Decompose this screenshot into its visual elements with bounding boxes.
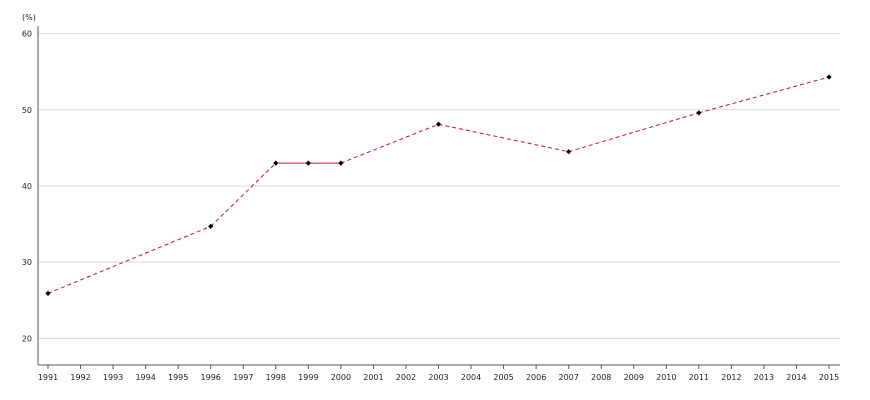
x-tick-label-1991: 1991 [38, 373, 58, 382]
x-tick-label-2011: 2011 [689, 373, 709, 382]
series-segment-2007-2011 [568, 112, 699, 153]
data-point-1998 [273, 160, 279, 166]
x-tick-label-1997: 1997 [233, 373, 253, 382]
x-tick-label-2007: 2007 [558, 373, 578, 382]
y-tick-label-60: 60 [22, 30, 32, 39]
series-segment-1996-1998 [210, 162, 277, 227]
x-tick-label-2006: 2006 [526, 373, 546, 382]
x-tick-label-2008: 2008 [591, 373, 611, 382]
y-axis-ticks: 20 30 40 50 60 [22, 30, 32, 344]
x-tick-label-1994: 1994 [135, 373, 155, 382]
y-tick-label-20: 20 [22, 334, 32, 343]
series-segment-2011-2015 [698, 76, 830, 114]
x-tick-label-2000: 2000 [331, 373, 351, 382]
data-point-2003 [435, 121, 442, 127]
x-tick-label-2015: 2015 [819, 373, 839, 382]
data-point-2011 [696, 110, 702, 116]
x-tick-label-1992: 1992 [70, 373, 90, 382]
y-tick-label-50: 50 [22, 106, 32, 115]
series-segment-1991-1996 [47, 225, 211, 294]
series-segment-2000-2003 [340, 123, 439, 164]
x-tick-label-1996: 1996 [201, 373, 221, 382]
data-point-2015 [826, 74, 832, 80]
gridlines [38, 33, 840, 339]
data-point-1999 [305, 160, 311, 166]
data-point-2000 [338, 160, 344, 166]
y-tick-label-40: 40 [22, 182, 32, 191]
x-tick-label-2013: 2013 [754, 373, 774, 382]
x-axis-ticks: 1991 1992 1993 1994 1995 1996 1997 1998 1999 2000… [38, 365, 839, 382]
x-tick-label-2010: 2010 [656, 373, 676, 382]
x-tick-label-2002: 2002 [396, 373, 416, 382]
x-tick-label-1993: 1993 [103, 373, 123, 382]
y-tick-label-30: 30 [22, 258, 32, 267]
x-tick-label-1999: 1999 [298, 373, 318, 382]
data-point-1991 [45, 290, 51, 296]
x-tick-label-2005: 2005 [493, 373, 513, 382]
data-point-1996 [208, 223, 214, 229]
series-segment-2003-2007 [438, 123, 569, 153]
x-tick-label-1995: 1995 [168, 373, 188, 382]
x-tick-label-2014: 2014 [786, 373, 806, 382]
series [45, 74, 832, 296]
x-tick-label-2001: 2001 [363, 373, 383, 382]
y-axis-unit-label: (%) [22, 13, 36, 22]
x-tick-label-2012: 2012 [721, 373, 741, 382]
x-tick-label-2004: 2004 [461, 373, 481, 382]
axes [37, 26, 840, 366]
x-tick-label-2003: 2003 [428, 373, 448, 382]
x-tick-label-1998: 1998 [266, 373, 286, 382]
data-point-2007 [566, 149, 572, 155]
x-tick-label-2009: 2009 [624, 373, 644, 382]
